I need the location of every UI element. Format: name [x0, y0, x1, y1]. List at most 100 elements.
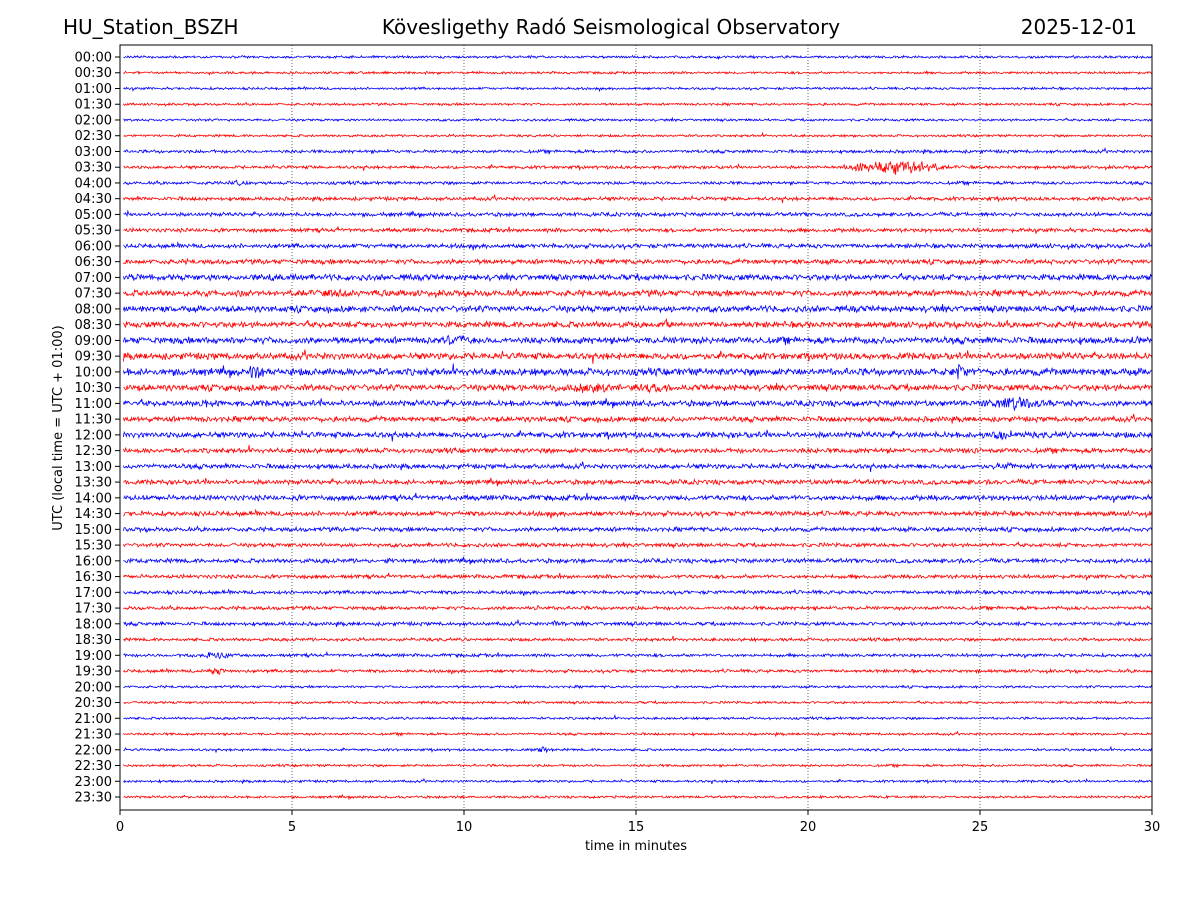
x-tick-label: 30 [1144, 820, 1161, 835]
seismic-trace-2200 [123, 745, 1153, 754]
x-tick-label: 15 [628, 820, 645, 835]
y-tick-label: 11:30 [75, 413, 112, 428]
seismic-trace-0530 [123, 226, 1153, 234]
seismic-trace-0130 [123, 101, 1153, 107]
y-tick-label: 12:30 [75, 444, 112, 459]
seismic-trace-2000 [123, 684, 1153, 690]
x-tick-label: 10 [456, 820, 473, 835]
y-tick-label: 03:00 [75, 145, 112, 160]
y-tick-label: 09:00 [75, 334, 112, 349]
y-tick-label: 01:30 [75, 98, 112, 113]
y-tick-label: 15:00 [75, 523, 112, 538]
seismic-trace-0000 [123, 54, 1153, 61]
seismic-trace-1830 [123, 635, 1153, 643]
y-tick-label: 06:00 [75, 239, 112, 254]
y-tick-label: 23:00 [75, 775, 112, 790]
y-tick-label: 11:00 [75, 397, 112, 412]
seismic-trace-1400 [123, 492, 1153, 503]
y-tick-label: 18:30 [75, 633, 112, 648]
seismic-trace-0900 [123, 334, 1153, 346]
y-tick-label: 23:30 [75, 791, 112, 806]
y-tick-label: 08:30 [75, 318, 112, 333]
y-tick-label: 00:30 [75, 66, 112, 81]
seismic-trace-1600 [123, 556, 1153, 565]
y-tick-label: 17:00 [75, 586, 112, 601]
seismic-trace-0730 [123, 287, 1153, 298]
seismic-trace-1500 [123, 525, 1153, 534]
seismic-trace-0630 [123, 257, 1153, 266]
y-tick-label: 07:00 [75, 271, 112, 286]
y-tick-label: 04:00 [75, 176, 112, 191]
seismic-trace-1230 [123, 445, 1153, 455]
seismic-trace-0600 [123, 241, 1153, 251]
y-tick-label: 18:00 [75, 617, 112, 632]
seismic-trace-1700 [123, 588, 1153, 597]
seismic-trace-0800 [123, 304, 1153, 314]
seismic-trace-0930 [123, 349, 1153, 364]
seismic-trace-0830 [123, 317, 1153, 331]
seismic-trace-1200 [123, 429, 1153, 442]
seismic-trace-2330 [123, 793, 1153, 801]
station-label: HU_Station_BSZH [63, 15, 239, 39]
y-tick-label: 05:30 [75, 224, 112, 239]
seismic-trace-1630 [123, 572, 1153, 581]
seismic-trace-2030 [123, 699, 1153, 705]
y-tick-label: 17:30 [75, 602, 112, 617]
y-tick-label: 20:00 [75, 680, 112, 695]
seismic-trace-1900 [123, 650, 1153, 660]
y-tick-label: 20:30 [75, 696, 112, 711]
x-tick-label: 25 [972, 820, 989, 835]
y-tick-label: 06:30 [75, 255, 112, 270]
chart-title: Kövesligethy Radó Seismological Observat… [381, 15, 841, 39]
seismic-trace-1030 [123, 382, 1153, 394]
seismic-trace-0200 [123, 116, 1153, 123]
y-tick-label: 14:30 [75, 507, 112, 522]
seismic-trace-1000 [123, 363, 1153, 380]
seismic-trace-1930 [123, 667, 1153, 675]
y-tick-label: 02:30 [75, 129, 112, 144]
y-tick-label: 15:30 [75, 539, 112, 554]
seismic-trace-2230 [123, 763, 1153, 769]
seismic-trace-0330 [123, 161, 1153, 175]
y-tick-label: 05:00 [75, 208, 112, 223]
y-tick-label: 07:30 [75, 287, 112, 302]
y-tick-label: 12:00 [75, 428, 112, 443]
y-tick-label: 02:00 [75, 113, 112, 128]
x-axis-label: time in minutes [585, 839, 687, 854]
y-tick-label: 16:30 [75, 570, 112, 585]
seismic-trace-1730 [123, 604, 1153, 612]
seismic-trace-0100 [123, 85, 1153, 93]
seismic-trace-2100 [123, 714, 1153, 721]
y-tick-label: 13:00 [75, 460, 112, 475]
y-tick-label: 10:30 [75, 381, 112, 396]
y-tick-label: 01:00 [75, 82, 112, 97]
y-tick-label: 13:30 [75, 476, 112, 491]
y-tick-label: 14:00 [75, 491, 112, 506]
y-tick-label: 19:30 [75, 665, 112, 680]
seismic-trace-1130 [123, 413, 1153, 424]
y-tick-label: 22:00 [75, 743, 112, 758]
y-tick-label: 21:00 [75, 712, 112, 727]
seismic-trace-1330 [123, 477, 1153, 487]
seismic-trace-0430 [123, 193, 1153, 203]
x-tick-label: 20 [800, 820, 817, 835]
y-tick-label: 10:00 [75, 365, 112, 380]
seismic-trace-0300 [123, 147, 1153, 155]
y-tick-label: 19:00 [75, 649, 112, 664]
y-tick-label: 03:30 [75, 161, 112, 176]
seismic-trace-0230 [123, 131, 1153, 139]
y-tick-label: 22:30 [75, 759, 112, 774]
x-tick-label: 0 [116, 820, 124, 835]
seismic-trace-2300 [123, 777, 1153, 785]
y-tick-label: 04:30 [75, 192, 112, 207]
y-tick-label: 21:30 [75, 728, 112, 743]
y-tick-label: 08:00 [75, 302, 112, 317]
seismic-trace-1530 [123, 540, 1153, 550]
y-tick-label: 09:30 [75, 350, 112, 365]
seismic-trace-2130 [123, 730, 1153, 738]
y-tick-label: 16:00 [75, 554, 112, 569]
seismic-trace-0030 [123, 69, 1153, 76]
seismic-trace-1100 [123, 396, 1153, 412]
y-axis-label: UTC (local time = UTC + 01:00) [51, 325, 66, 530]
